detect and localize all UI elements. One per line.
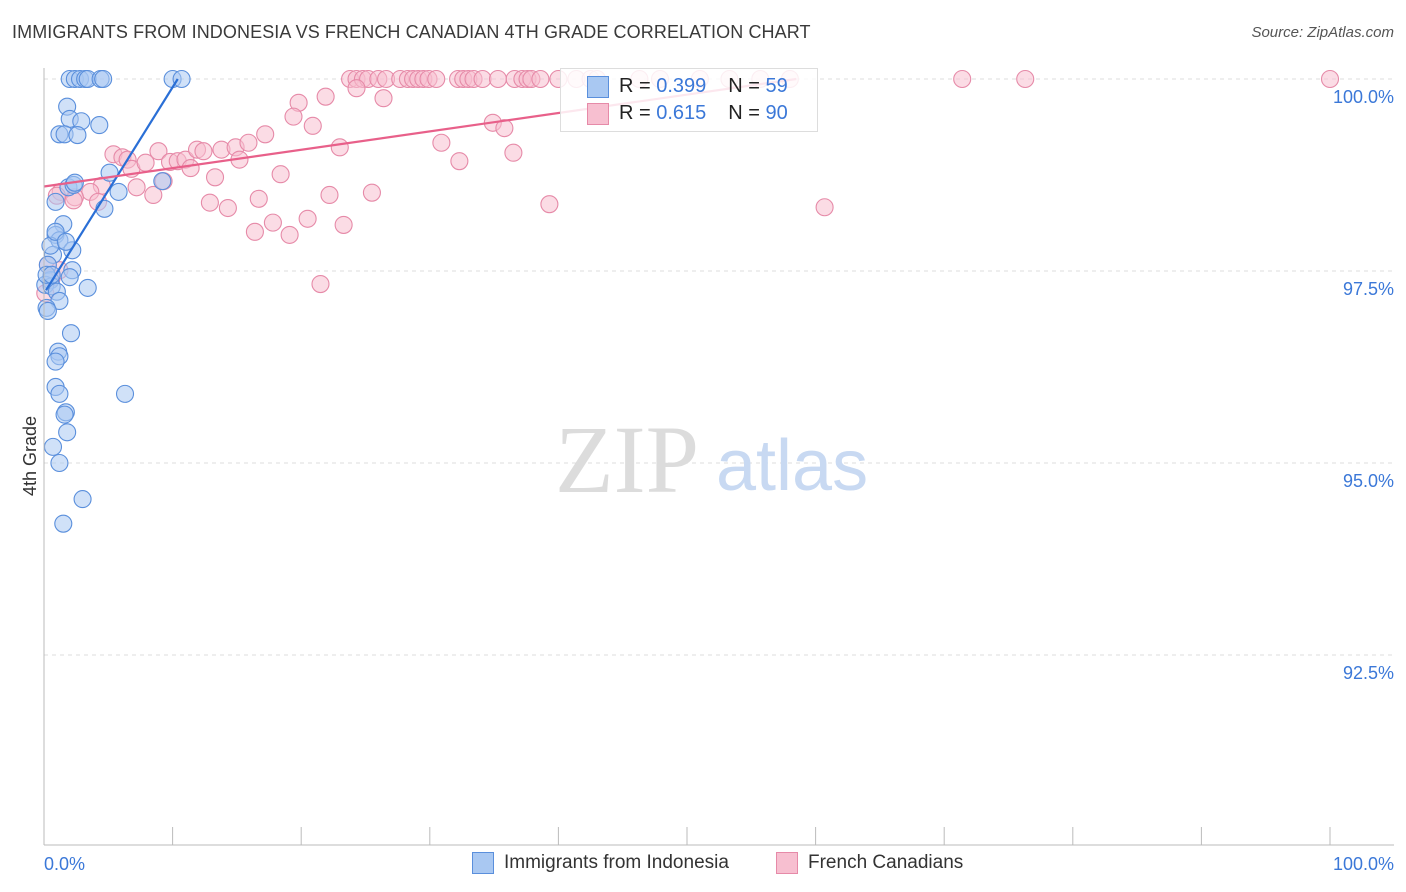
pink-swatch <box>587 102 609 125</box>
indonesia-point <box>43 437 63 456</box>
french-canadian-point <box>504 143 523 162</box>
french-canadian-point <box>245 222 264 241</box>
x-tick-label-max: 100.0% <box>1333 854 1394 874</box>
y-tick-label: 97.5% <box>1343 279 1394 299</box>
r-label: R = <box>619 102 651 124</box>
indonesia-point <box>58 423 77 442</box>
french-canadian-point <box>540 195 559 214</box>
indonesia-point <box>115 384 135 403</box>
french-canadian-point <box>149 142 168 161</box>
french-canadian-point <box>432 133 451 152</box>
french-canadian-point <box>362 183 381 202</box>
french-canadian-point <box>953 69 972 89</box>
french-canadian-point <box>427 69 446 89</box>
source-label: Source: ZipAtlas.com <box>1251 24 1394 41</box>
french-canadian-point <box>815 198 834 217</box>
indonesia-point <box>90 116 109 135</box>
indonesia-point <box>95 199 114 218</box>
french-canadian-point <box>473 69 492 89</box>
french-canadian-point <box>181 159 200 178</box>
stats-row-indonesia: R = 0.399 N = 59 <box>587 75 788 98</box>
french-canadian-point <box>127 178 146 197</box>
pink-swatch <box>776 852 798 874</box>
french-canadian-point <box>320 185 339 205</box>
indonesia-point <box>73 490 92 509</box>
french-canadian-point <box>144 185 163 205</box>
french-canadian-point <box>298 209 317 228</box>
french-canadian-point <box>330 138 349 157</box>
indonesia-point <box>56 232 75 251</box>
french-canadian-point <box>1320 69 1340 89</box>
french-canadian-point <box>316 87 335 106</box>
indonesia-point <box>109 182 128 201</box>
y-tick-label: 100.0% <box>1333 87 1394 107</box>
french-canadian-point <box>347 79 366 98</box>
indonesia-point <box>78 278 97 297</box>
french-canadian-point <box>249 189 268 208</box>
indonesia-point <box>54 514 73 533</box>
indonesia-point <box>50 384 69 403</box>
stats-legend: R = 0.399 N = 59 R = 0.615 N = 90 <box>560 68 818 132</box>
blue-swatch <box>472 852 494 874</box>
y-tick-label: 95.0% <box>1343 471 1394 491</box>
stats-row-french-canadians: R = 0.615 N = 90 <box>587 102 788 125</box>
blue-swatch <box>587 75 609 98</box>
indonesia-point <box>46 192 65 211</box>
n-label: N = <box>728 102 760 124</box>
indonesia-point <box>46 352 65 371</box>
watermark-atlas: atlas <box>716 426 868 506</box>
legend-label: French Canadians <box>808 852 964 873</box>
french-canadian-point <box>1016 69 1035 89</box>
french-canadian-point <box>218 198 237 218</box>
r-value: 0.615 <box>656 102 707 124</box>
french-canadian-point <box>334 215 353 234</box>
r-label: R = <box>619 75 651 97</box>
french-canadian-point <box>205 168 225 187</box>
indonesia-point <box>153 172 172 191</box>
n-label: N = <box>728 75 760 97</box>
watermark-zip: ZIP <box>555 406 699 513</box>
r-value: 0.399 <box>656 75 707 97</box>
french-canadian-point <box>450 152 469 171</box>
chart-title: IMMIGRANTS FROM INDONESIA VS FRENCH CANA… <box>12 22 811 42</box>
indonesia-point <box>38 301 57 320</box>
french-canadian-point <box>194 142 213 161</box>
french-canadian-point <box>531 69 550 89</box>
french-canadian-point <box>303 116 322 135</box>
indonesia-point <box>55 405 74 424</box>
legend-item-indonesia[interactable]: Immigrants from Indonesia <box>472 852 729 874</box>
indonesia-trendline <box>45 78 179 291</box>
indonesia-point <box>172 69 191 89</box>
indonesia-point <box>68 126 87 145</box>
french-canadian-point <box>374 89 393 108</box>
french-canadian-point <box>280 225 299 244</box>
indonesia-point <box>61 324 81 343</box>
french-canadian-point <box>284 107 303 126</box>
n-value: 90 <box>765 102 788 124</box>
y-tick-label: 92.5% <box>1343 663 1394 683</box>
indonesia-point <box>42 265 61 284</box>
y-axis-label: 4th Grade <box>20 416 40 496</box>
french-canadian-point <box>311 275 330 294</box>
n-value: 59 <box>765 75 788 97</box>
legend-item-french-canadians[interactable]: French Canadians <box>776 852 963 874</box>
indonesia-point <box>50 453 69 473</box>
french-canadian-point <box>256 125 275 144</box>
indonesia-point <box>94 69 113 89</box>
french-canadian-point <box>200 193 219 212</box>
french-canadian-point <box>488 69 508 89</box>
french-canadian-point <box>263 213 282 232</box>
french-canadian-point <box>239 133 258 152</box>
legend-label: Immigrants from Indonesia <box>504 852 729 873</box>
indonesia-point <box>60 268 79 287</box>
x-tick-label-min: 0.0% <box>44 854 85 874</box>
french-canadian-point <box>271 165 290 184</box>
